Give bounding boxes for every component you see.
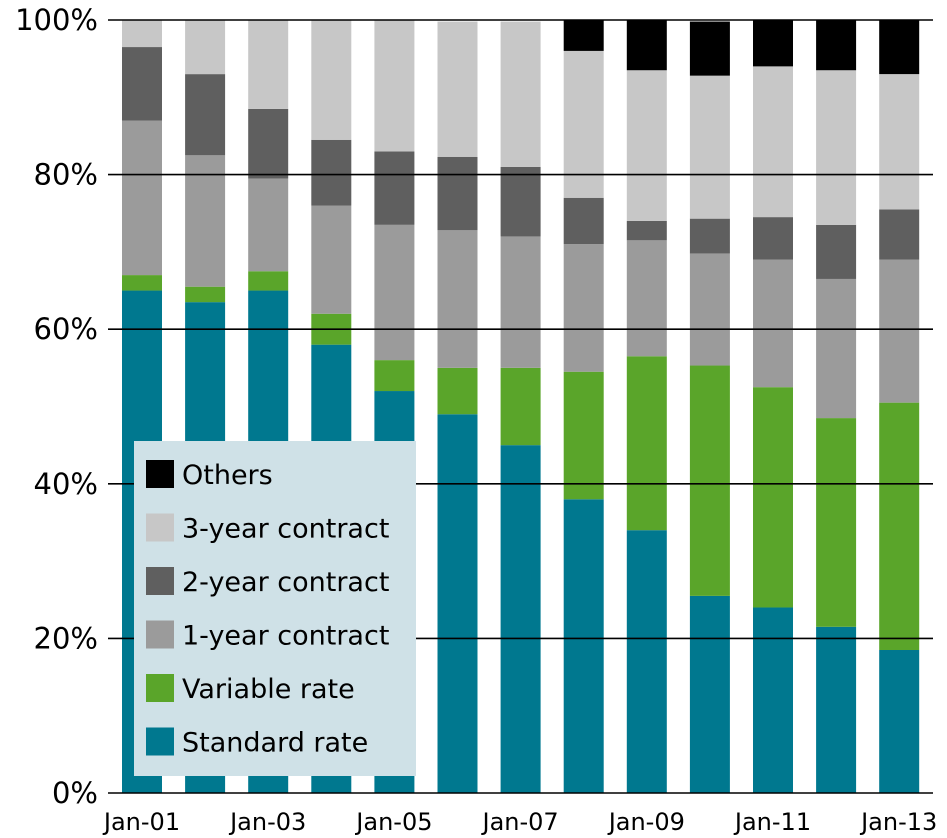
x-tick-label: Jan-03 — [228, 808, 306, 836]
bar-segment-3-year-contract-jan-05 — [374, 20, 415, 152]
bar-segment-1-year-contract-jan-06 — [437, 230, 478, 368]
bar-segment-2-year-contract-jan-05 — [374, 151, 415, 225]
x-tick-label: Jan-07 — [480, 808, 558, 836]
bar-segment-variable-rate-jan-06 — [437, 367, 478, 415]
bar-segment-1-year-contract-jan-08 — [563, 244, 604, 372]
legend-swatch-variable-rate — [146, 674, 174, 702]
bar-segment-2-year-contract-jan-11 — [753, 217, 793, 260]
x-tick-label: Jan-11 — [733, 808, 811, 836]
bar-segment-variable-rate-jan-12 — [816, 418, 857, 627]
bar-segment-3-year-contract-jan-07 — [500, 21, 541, 167]
bar-segment-1-year-contract-jan-05 — [374, 224, 415, 361]
bar-segment-variable-rate-jan-08 — [563, 371, 604, 500]
bar-segment-others-jan-13 — [879, 20, 920, 75]
bar-segment-3-year-contract-jan-08 — [563, 50, 604, 198]
bar-segment-1-year-contract-jan-10 — [689, 253, 730, 366]
bar-segment-3-year-contract-jan-10 — [689, 75, 730, 219]
bar-segment-2-year-contract-jan-08 — [563, 197, 604, 245]
bars-layer — [122, 20, 920, 793]
bar-segment-1-year-contract-jan-07 — [500, 236, 541, 368]
bar-segment-3-year-contract-jan-11 — [753, 66, 793, 218]
bar-segment-1-year-contract-jan-02 — [185, 155, 226, 287]
bar-segment-variable-rate-jan-11 — [753, 387, 793, 608]
bar-segment-variable-rate-jan-09 — [626, 356, 667, 531]
bar-segment-2-year-contract-jan-04 — [311, 139, 352, 206]
bar-segment-others-jan-11 — [753, 20, 793, 67]
bar-segment-3-year-contract-jan-02 — [185, 20, 226, 75]
legend-background — [134, 441, 416, 776]
bar-segment-standard-rate-jan-11 — [753, 607, 793, 793]
x-tick-label: Jan-09 — [607, 808, 685, 836]
bar-segment-2-year-contract-jan-07 — [500, 166, 541, 237]
bar-segment-variable-rate-jan-13 — [879, 402, 920, 650]
y-tick-label: 100% — [15, 3, 98, 37]
bar-segment-others-jan-12 — [816, 20, 857, 71]
bar-segment-3-year-contract-jan-12 — [816, 70, 857, 225]
legend-swatch-standard-rate — [146, 727, 174, 756]
bar-segment-1-year-contract-jan-12 — [816, 278, 857, 419]
bar-segment-3-year-contract-jan-01 — [122, 20, 162, 48]
legend-label: Standard rate — [182, 728, 368, 759]
y-tick-label: 60% — [34, 312, 98, 346]
bar-segment-1-year-contract-jan-11 — [753, 259, 793, 388]
x-tick-label: Jan-01 — [102, 808, 180, 836]
bar-segment-2-year-contract-jan-10 — [689, 218, 730, 254]
bar-segment-2-year-contract-jan-01 — [122, 47, 162, 121]
bar-segment-2-year-contract-jan-02 — [185, 74, 226, 156]
bar-segment-2-year-contract-jan-06 — [437, 156, 478, 231]
bar-segment-1-year-contract-jan-04 — [311, 205, 352, 314]
legend-swatch-2-year-contract — [146, 567, 174, 595]
bar-segment-variable-rate-jan-03 — [248, 271, 289, 291]
legend-swatch-others — [146, 460, 174, 488]
legend-label: 2-year contract — [182, 567, 389, 598]
bar-segment-variable-rate-jan-02 — [185, 286, 226, 303]
y-tick-label: 80% — [34, 158, 98, 192]
bar-segment-3-year-contract-jan-13 — [879, 74, 920, 210]
bar-segment-standard-rate-jan-12 — [816, 626, 857, 793]
y-tick-label: 0% — [52, 776, 98, 810]
bar-segment-standard-rate-jan-08 — [563, 499, 604, 793]
x-tick-label: Jan-05 — [354, 808, 432, 836]
bar-segment-standard-rate-jan-07 — [500, 445, 541, 793]
bar-segment-variable-rate-jan-07 — [500, 367, 541, 446]
bar-segment-1-year-contract-jan-01 — [122, 120, 162, 276]
bar-segment-1-year-contract-jan-03 — [248, 178, 289, 272]
bar-segment-3-year-contract-jan-09 — [626, 70, 667, 221]
x-tick-label: Jan-13 — [859, 808, 937, 836]
bar-segment-others-jan-08 — [563, 20, 604, 51]
bar-segment-2-year-contract-jan-03 — [248, 108, 289, 179]
legend-label: Others — [182, 460, 273, 491]
bar-segment-2-year-contract-jan-09 — [626, 220, 667, 241]
legend-swatch-3-year-contract — [146, 513, 174, 542]
bar-segment-1-year-contract-jan-09 — [626, 240, 667, 357]
bar-segment-variable-rate-jan-05 — [374, 360, 415, 392]
bar-segment-standard-rate-jan-10 — [689, 595, 730, 793]
bar-segment-standard-rate-jan-13 — [879, 649, 920, 793]
legend-label: 1-year contract — [182, 621, 389, 652]
y-tick-label: 40% — [34, 467, 98, 501]
x-axis-ticks: Jan-01 Jan-03 Jan-05 Jan-07 Jan-09 Jan-11 Jan-… — [102, 808, 937, 836]
bar-segment-2-year-contract-jan-13 — [879, 209, 920, 260]
bar-segment-variable-rate-jan-01 — [122, 275, 162, 291]
bar-segment-1-year-contract-jan-13 — [879, 259, 920, 403]
bar-segment-standard-rate-jan-09 — [626, 530, 667, 793]
bar-segment-others-jan-10 — [689, 21, 730, 76]
legend-label: Variable rate — [182, 674, 355, 705]
bar-segment-standard-rate-jan-06 — [437, 414, 478, 793]
bar-segment-variable-rate-jan-10 — [689, 365, 730, 596]
bar-segment-3-year-contract-jan-04 — [311, 20, 352, 140]
bar-segment-3-year-contract-jan-06 — [437, 21, 478, 157]
bar-segment-others-jan-09 — [626, 20, 667, 71]
bar-segment-2-year-contract-jan-12 — [816, 224, 857, 279]
y-axis-ticks: 0% 20% 40% 60% 80% 100% — [15, 3, 98, 810]
bar-segment-3-year-contract-jan-03 — [248, 20, 289, 109]
legend-label: 3-year contract — [182, 514, 389, 545]
legend: Others 3-year contract 2-year contract 1-ye… — [134, 441, 416, 776]
y-tick-label: 20% — [34, 621, 98, 655]
legend-swatch-1-year-contract — [146, 620, 174, 649]
